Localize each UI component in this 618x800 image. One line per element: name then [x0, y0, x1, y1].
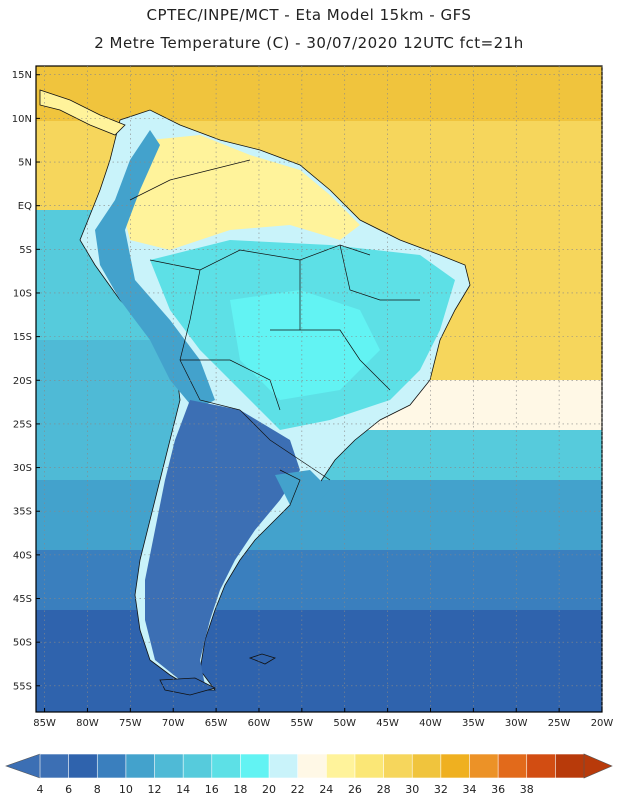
map-frame: [35, 65, 603, 713]
latitude-label: 15S: [13, 332, 32, 343]
longitude-label: 40W: [419, 718, 442, 729]
latitude-label: 40S: [13, 550, 32, 561]
chart-title: CPTEC/INPE/MCT - Eta Model 15km - GFS: [146, 6, 472, 24]
latitude-label: 25S: [13, 419, 32, 430]
longitude-label: 25W: [548, 718, 571, 729]
color-legend-swatch: [154, 753, 184, 779]
color-legend-swatch: [326, 753, 356, 779]
color-legend-swatch: [39, 753, 70, 779]
latitude-labels: 15N 10N 5N EQ 5S 10S 15S 20S 25S 30S 35S 40S 45S 50S 5…: [12, 70, 32, 692]
color-legend-swatch: [268, 753, 299, 779]
color-legend-label: 30: [405, 783, 419, 796]
color-legend-label: 34: [462, 783, 476, 796]
color-legend-swatch: [240, 753, 270, 779]
southern-cone: [145, 400, 300, 685]
latitude-label: 10S: [13, 288, 32, 299]
color-legend-swatches: [5, 753, 613, 779]
color-legend-swatch: [211, 753, 242, 779]
band-pacific-subtropical: [36, 340, 186, 490]
latitude-label: 45S: [13, 594, 32, 605]
temperature-map: 15N 10N 5N EQ 5S 10S 15S 20S 25S 30S 35S 40S 45S 50S 5…: [12, 65, 613, 729]
color-legend-swatch: [297, 753, 327, 779]
color-legend-label: 8: [94, 783, 101, 796]
color-legend-label: 28: [377, 783, 391, 796]
color-legend-label: 32: [434, 783, 448, 796]
longitude-label: 30W: [505, 718, 528, 729]
longitude-label: 35W: [462, 718, 485, 729]
longitude-label: 45W: [376, 718, 399, 729]
color-legend-swatch: [383, 753, 413, 779]
latitude-label: 10N: [12, 114, 32, 125]
latitude-label: EQ: [18, 201, 32, 212]
color-legend-labels: 4 6 8 10 12 14 16 18 20 22 24 26 28 30 32 34 36 38: [37, 783, 534, 796]
color-legend-right-arrow: [583, 753, 613, 779]
tierra-del-fuego: [159, 677, 217, 696]
longitude-label: 20W: [591, 718, 614, 729]
longitude-label: 65W: [205, 718, 228, 729]
color-legend-label: 6: [65, 783, 72, 796]
uruguay-region: [275, 470, 330, 505]
longitude-labels: 85W 80W 75W 70W 65W 60W 55W 50W 45W 40W 35W 30W 25W 2…: [33, 718, 613, 729]
color-legend-label: 18: [233, 783, 247, 796]
longitude-label: 75W: [119, 718, 142, 729]
color-legend-swatch: [440, 753, 471, 779]
longitude-label: 85W: [33, 718, 56, 729]
color-legend-label: 4: [37, 783, 44, 796]
central-brazil-cool: [230, 290, 380, 400]
latitude-label: 5N: [18, 158, 32, 169]
color-legend-label: 16: [205, 783, 219, 796]
band-south-temperate: [36, 550, 602, 620]
band-southern-ocean: [36, 610, 602, 712]
color-legend-swatch: [411, 753, 442, 779]
color-legend: 4 6 8 10 12 14 16 18 20 22 24 26 28 30 32 34 36 38: [5, 753, 613, 796]
color-legend-swatch: [96, 753, 127, 779]
color-legend-swatch: [125, 753, 156, 779]
longitude-label: 55W: [291, 718, 314, 729]
latitude-label: 50S: [13, 638, 32, 649]
band-caribbean-warm: [36, 66, 602, 121]
color-legend-swatch: [68, 753, 98, 779]
latitude-label: 55S: [13, 681, 32, 692]
central-america: [39, 89, 126, 136]
longitude-label: 80W: [76, 718, 99, 729]
color-legend-swatch: [469, 753, 499, 779]
longitude-label: 60W: [248, 718, 271, 729]
latitude-label: 30S: [13, 463, 32, 474]
graticule: [36, 66, 603, 712]
chart-subtitle: 2 Metre Temperature (C) - 30/07/2020 12U…: [94, 34, 524, 52]
color-legend-left-arrow: [5, 753, 41, 779]
color-legend-label: 38: [520, 783, 534, 796]
color-legend-label: 22: [291, 783, 305, 796]
color-legend-swatch: [526, 753, 556, 779]
latitude-label: 5S: [19, 245, 32, 256]
color-legend-swatch: [497, 753, 528, 779]
color-legend-label: 36: [491, 783, 505, 796]
color-legend-label: 24: [319, 783, 333, 796]
country-borders: [129, 159, 420, 506]
color-legend-label: 12: [148, 783, 162, 796]
color-legend-swatch: [555, 753, 585, 779]
falkland-islands: [248, 653, 276, 665]
longitude-label: 70W: [162, 718, 185, 729]
color-legend-label: 10: [119, 783, 133, 796]
color-legend-swatch: [182, 753, 213, 779]
color-legend-swatch: [354, 753, 385, 779]
latitude-label: 15N: [12, 70, 32, 81]
northern-lowlands: [120, 135, 360, 250]
longitude-label: 50W: [333, 718, 356, 729]
color-legend-label: 20: [262, 783, 276, 796]
color-legend-label: 26: [348, 783, 362, 796]
latitude-label: 20S: [13, 376, 32, 387]
latitude-label: 35S: [13, 507, 32, 518]
color-legend-label: 14: [176, 783, 190, 796]
